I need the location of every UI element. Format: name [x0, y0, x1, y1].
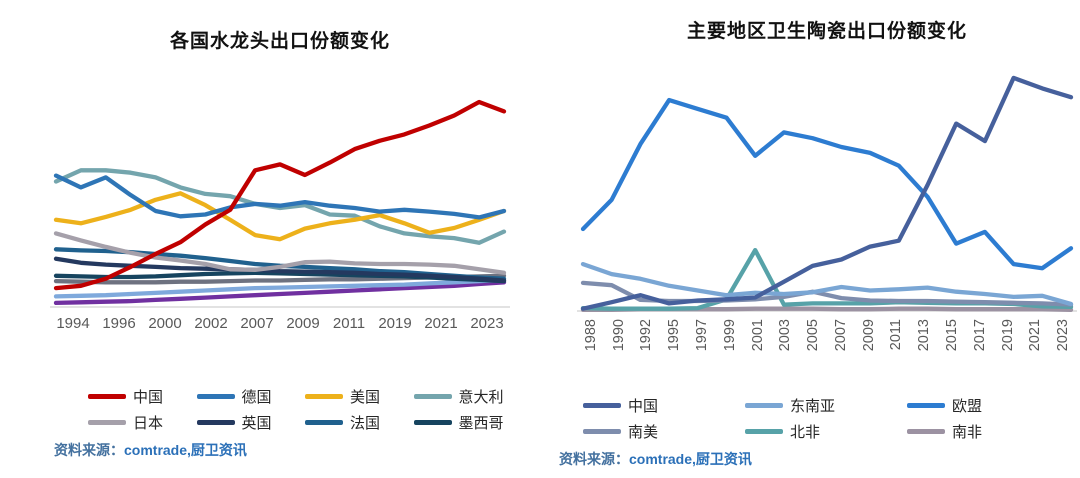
legend-line-swatch: [88, 394, 126, 399]
x-tick-label: 1992: [638, 319, 655, 352]
ceramics-source-text: 资料来源：comtrade,厨卫资讯: [559, 449, 1080, 469]
legend-label: 中国: [133, 389, 164, 406]
series-line-unlabeled: [53, 277, 507, 299]
series-line-美国: [53, 191, 507, 242]
legend-item-东南亚: 东南亚: [745, 395, 897, 416]
legend-item-日本: 日本: [88, 412, 187, 433]
legend-label: 日本: [133, 415, 164, 432]
faucet-chart-title: 各国水龙头出口份额变化: [169, 31, 390, 52]
series-line-中国: [580, 75, 1074, 311]
legend-item-南美: 南美: [583, 421, 735, 442]
legend-line-swatch: [413, 420, 452, 425]
legend-line-swatch: [907, 403, 945, 408]
faucet-x-axis: 1994 1996 2000 2002 2007 2009 2011 2019 2021 2023: [50, 315, 510, 332]
x-tick-label: 2009: [286, 315, 320, 332]
legend-item-北非: 北非: [745, 421, 897, 442]
legend-line-swatch: [305, 420, 343, 425]
legend-label: 英国: [241, 415, 272, 432]
x-tick-label: 2005: [805, 319, 822, 352]
x-tick-label: 2003: [777, 319, 794, 352]
x-tick-label: 2000: [148, 315, 182, 332]
series-line-意大利: [53, 168, 507, 245]
x-tick-label: 2007: [240, 315, 274, 332]
legend-item-中国: 中国: [88, 386, 187, 407]
legend-label: 意大利: [458, 389, 504, 406]
faucet-chart-panel: 各国水龙头出口份额变化 1994 1996 2000 2002 2007 2009 2011…: [0, 0, 535, 478]
x-tick-label: 2013: [916, 319, 933, 352]
legend-item-南非: 南非: [907, 421, 1059, 442]
legend-item-法国: 法国: [305, 412, 404, 433]
legend-line-swatch: [413, 394, 452, 399]
x-tick-label: 2001: [749, 319, 766, 352]
x-tick-label: 2019: [378, 315, 412, 332]
legend-label: 欧盟: [952, 398, 983, 415]
legend-line-swatch: [583, 429, 621, 434]
ceramics-legend: 中国 东南亚 欧盟南美 北非 南非: [583, 395, 1059, 442]
x-tick-label: 1994: [56, 315, 90, 332]
x-tick-label: 2007: [832, 319, 849, 352]
series-line-unlabeled: [53, 280, 507, 306]
legend-line-swatch: [88, 420, 126, 425]
legend-label: 中国: [628, 398, 659, 415]
source-prefix: 资料来源：: [559, 451, 629, 467]
legend-item-欧盟: 欧盟: [907, 395, 1059, 416]
legend-label: 墨西哥: [458, 415, 504, 432]
x-tick-label: 1995: [666, 319, 683, 352]
x-tick-label: 2023: [470, 315, 504, 332]
source-value: comtrade,厨卫资讯: [629, 451, 752, 467]
x-tick-label: 2017: [971, 319, 988, 352]
x-tick-label: 2011: [332, 315, 366, 332]
legend-line-swatch: [196, 420, 235, 425]
legend-label: 北非: [790, 424, 821, 441]
legend-line-swatch: [745, 403, 783, 408]
series-line-中国: [53, 99, 507, 291]
legend-label: 法国: [350, 415, 381, 432]
x-tick-label: 1999: [721, 319, 738, 352]
legend-label: 南美: [628, 424, 659, 441]
x-tick-label: 2019: [999, 319, 1016, 352]
legend-label: 南非: [952, 424, 983, 441]
ceramics-chart-panel: 主要地区卫生陶瓷出口份额变化 1988 1990 1992 1995 1997 1999 2…: [535, 0, 1080, 478]
faucet-line-chart: [50, 99, 510, 308]
x-tick-label: 2021: [424, 315, 458, 332]
legend-item-美国: 美国: [305, 386, 404, 407]
x-tick-label: 1990: [610, 319, 627, 352]
source-prefix: 资料来源：: [54, 442, 124, 458]
series-line-东南亚: [580, 261, 1074, 307]
legend-line-swatch: [305, 394, 343, 399]
x-tick-label: 2011: [888, 319, 905, 351]
ceramics-line-chart: [577, 75, 1077, 312]
legend-label: 东南亚: [790, 398, 836, 415]
legend-item-墨西哥: 墨西哥: [413, 412, 513, 433]
legend-line-swatch: [907, 429, 945, 434]
series-line-德国: [53, 173, 507, 220]
x-tick-label: 2023: [1055, 319, 1072, 352]
legend-label: 美国: [350, 389, 381, 406]
legend-line-swatch: [745, 429, 783, 434]
legend-item-中国: 中国: [583, 395, 735, 416]
legend-item-德国: 德国: [196, 386, 296, 407]
x-tick-label: 2009: [860, 319, 877, 352]
legend-line-swatch: [196, 394, 235, 399]
x-tick-label: 2021: [1027, 319, 1044, 352]
x-tick-label: 1988: [582, 319, 599, 352]
legend-label: 德国: [241, 389, 272, 406]
series-line-日本: [53, 231, 507, 275]
legend-item-意大利: 意大利: [413, 386, 513, 407]
ceramics-x-axis: 1988 1990 1992 1995 1997 1999 2001 2003 2005 2007…: [577, 319, 1077, 373]
x-tick-label: 2002: [194, 315, 228, 332]
x-tick-label: 1996: [102, 315, 136, 332]
legend-line-swatch: [583, 403, 621, 408]
faucet-legend: 中国 德国 美国 意大利日本 英国 法国 墨西哥: [88, 386, 512, 433]
series-line-欧盟: [580, 97, 1074, 271]
ceramics-chart-title: 主要地区卫生陶瓷出口份额变化: [686, 21, 967, 42]
source-value: comtrade,厨卫资讯: [124, 442, 247, 458]
faucet-source-text: 资料来源：comtrade,厨卫资讯: [54, 440, 535, 460]
x-tick-label: 2015: [944, 319, 961, 352]
x-tick-label: 1997: [694, 319, 711, 352]
legend-item-英国: 英国: [196, 412, 296, 433]
